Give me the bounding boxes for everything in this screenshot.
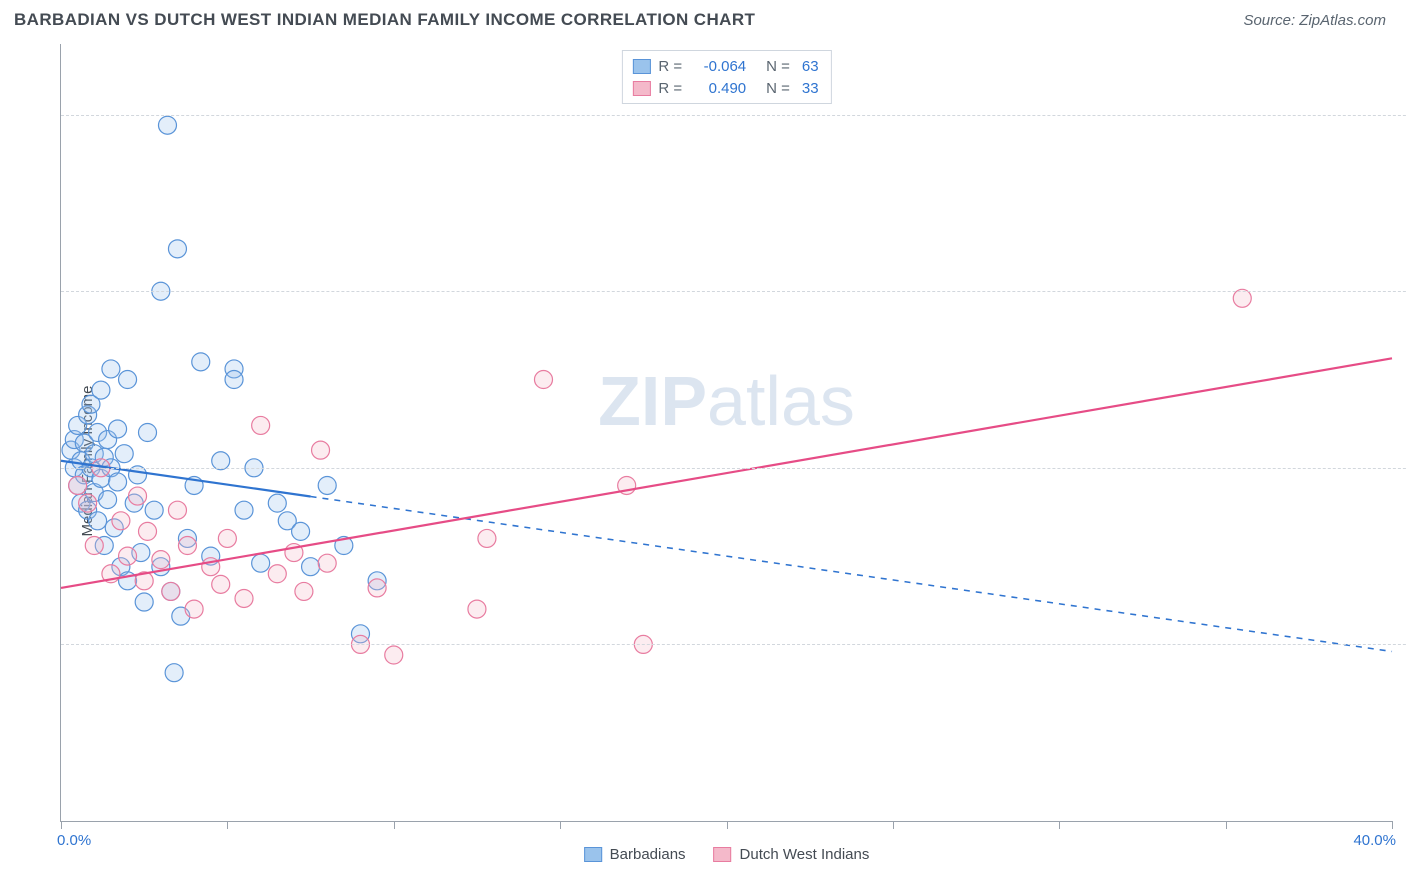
data-point [99,491,117,509]
data-point [85,537,103,555]
data-point [109,420,127,438]
data-point [252,554,270,572]
data-point [212,575,230,593]
x-max-label: 40.0% [1353,832,1396,849]
chart-title: BARBADIAN VS DUTCH WEST INDIAN MEDIAN FA… [14,10,755,30]
data-point [268,494,286,512]
y-tick-label: $150,000 [1398,283,1406,300]
chart-container: Median Family Income ZIPatlas R = -0.064… [14,44,1392,878]
data-point [312,441,330,459]
data-point [225,371,243,389]
data-point [252,416,270,434]
data-point [92,381,110,399]
data-point [158,116,176,134]
data-point [368,579,386,597]
data-point [119,371,137,389]
x-tick [394,821,395,829]
data-point [112,512,130,530]
swatch-dutch-icon [714,847,732,862]
data-point [152,551,170,569]
data-point [178,537,196,555]
data-point [218,529,236,547]
swatch-barbadians-icon [584,847,602,862]
plot-area: ZIPatlas R = -0.064 N = 63 R = 0.490 N =… [60,44,1392,822]
trend-line-dashed [311,497,1392,652]
series-label-barbadians: Barbadians [610,846,686,863]
data-point [385,646,403,664]
data-point [139,522,157,540]
gridline [61,644,1406,645]
data-point [192,353,210,371]
data-point [69,476,87,494]
y-tick-label: $100,000 [1398,459,1406,476]
data-point [318,476,336,494]
data-point [235,589,253,607]
x-tick [727,821,728,829]
data-point [135,593,153,611]
data-point [162,582,180,600]
legend-item-dutch: Dutch West Indians [714,846,870,863]
data-point [119,547,137,565]
data-point [292,522,310,540]
data-point [145,501,163,519]
source-attribution: Source: ZipAtlas.com [1243,12,1386,29]
y-tick-label: $50,000 [1398,636,1406,653]
x-tick [560,821,561,829]
gridline [61,291,1406,292]
data-point [165,664,183,682]
x-tick [1059,821,1060,829]
legend-item-barbadians: Barbadians [584,846,686,863]
data-point [168,240,186,258]
data-point [139,424,157,442]
x-tick [61,821,62,829]
data-point [115,445,133,463]
data-point [109,473,127,491]
x-tick [1226,821,1227,829]
data-point [478,529,496,547]
x-tick [893,821,894,829]
y-tick-label: $200,000 [1398,106,1406,123]
data-point [468,600,486,618]
series-legend: Barbadians Dutch West Indians [584,846,870,863]
data-point [102,360,120,378]
data-point [295,582,313,600]
series-label-dutch: Dutch West Indians [740,846,870,863]
data-point [185,600,203,618]
scatter-svg [61,44,1392,821]
data-point [79,494,97,512]
data-point [268,565,286,583]
x-tick [227,821,228,829]
data-point [168,501,186,519]
data-point [318,554,336,572]
gridline [61,115,1406,116]
data-point [235,501,253,519]
gridline [61,468,1406,469]
x-tick [1392,821,1393,829]
data-point [534,371,552,389]
x-min-label: 0.0% [57,832,91,849]
data-point [89,512,107,530]
data-point [129,487,147,505]
data-point [302,558,320,576]
